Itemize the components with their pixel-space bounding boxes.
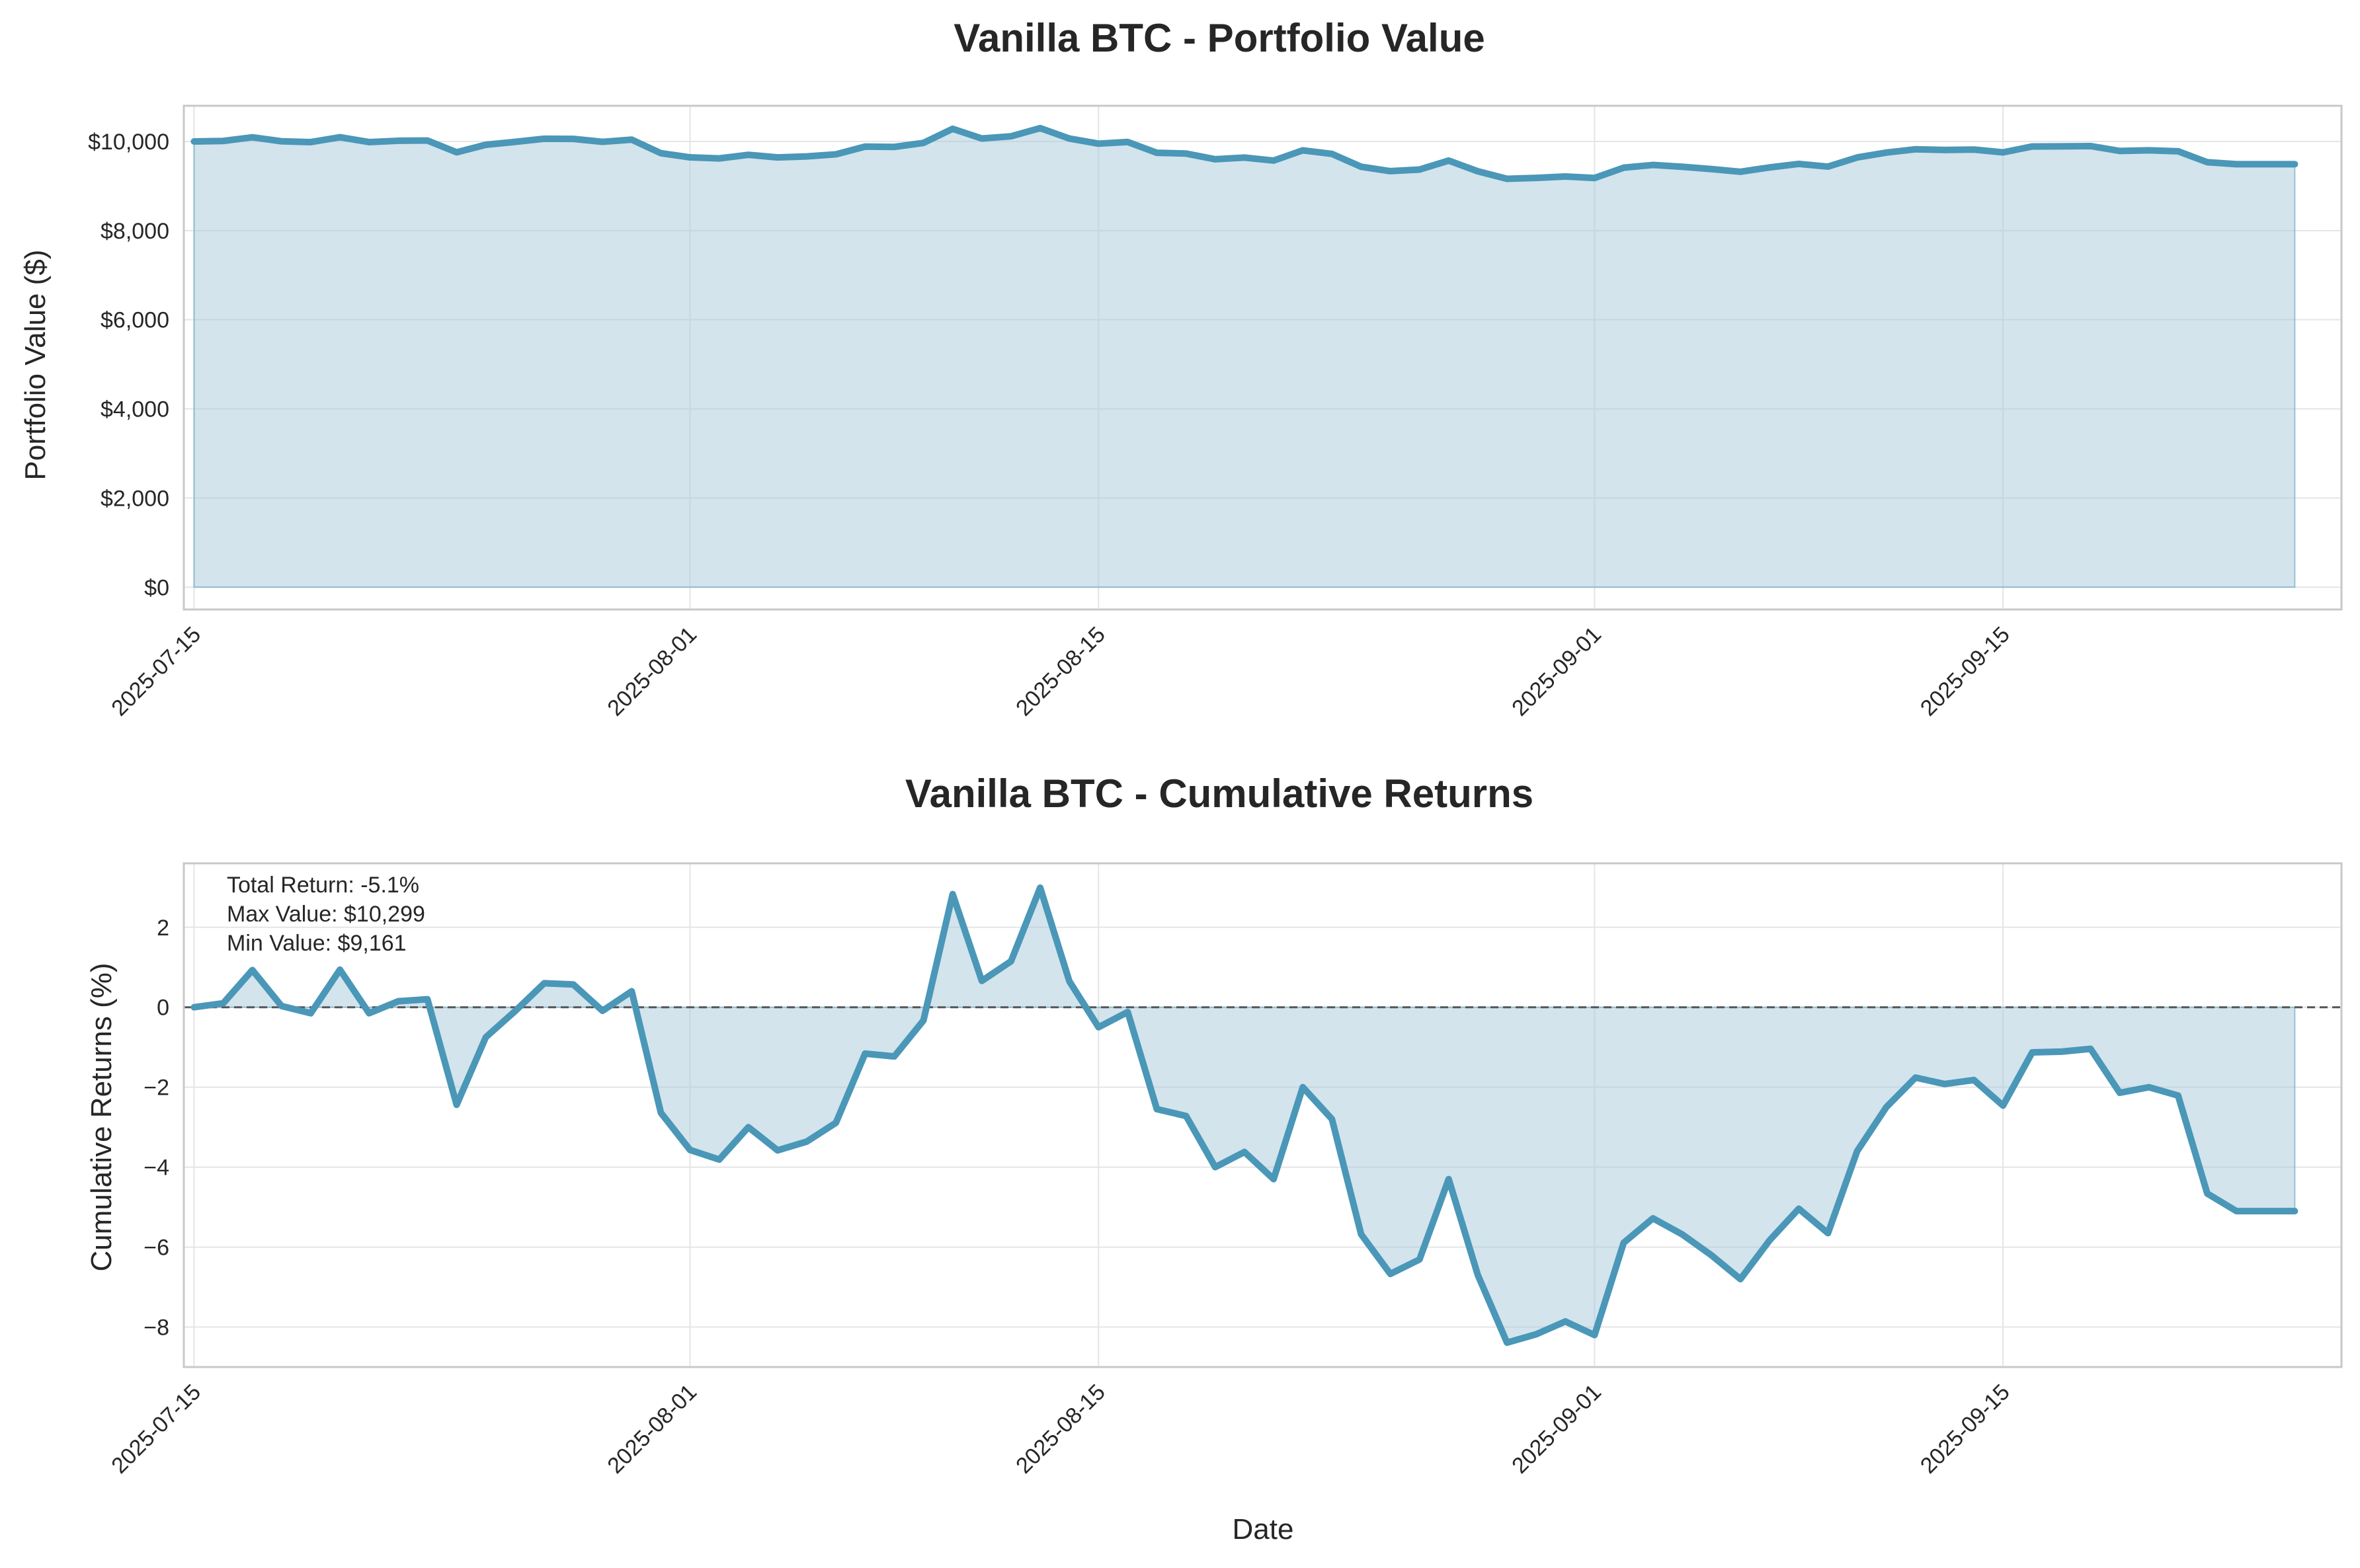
y-tick-label: $10,000 [88, 130, 169, 155]
y-tick-label: −8 [143, 1315, 169, 1341]
chart-1-series-line [190, 124, 2299, 182]
y-tick-label: −6 [143, 1235, 169, 1261]
y-tick-label: −2 [143, 1076, 169, 1101]
y-tick-label: $0 [144, 575, 169, 600]
chart-2-frame [183, 862, 2343, 1368]
chart-1-title: Vanilla BTC - Portfolio Value [954, 16, 1485, 60]
chart-1-frame [183, 104, 2343, 611]
stats-annotation: Min Value: $9,161 [227, 931, 407, 956]
y-tick-label: −4 [143, 1156, 169, 1181]
y-tick-label: $4,000 [101, 397, 169, 422]
chart-2-title: Vanilla BTC - Cumulative Returns [905, 771, 1533, 816]
y-tick-label: $8,000 [101, 219, 169, 244]
chart-2-y-axis-label: Cumulative Returns (%) [85, 962, 118, 1271]
y-tick-label: 0 [157, 996, 169, 1021]
chart-1-area-fill [193, 127, 2296, 588]
y-tick-label: $6,000 [101, 308, 169, 333]
y-tick-label: $2,000 [101, 486, 169, 511]
stats-annotation: Total Return: -5.1% [227, 873, 419, 898]
chart-1-y-axis-label: Portfolio Value ($) [19, 250, 52, 481]
chart-2-x-axis-label: Date [1233, 1513, 1294, 1546]
stats-annotation: Max Value: $10,299 [227, 902, 425, 927]
y-tick-label: 2 [157, 916, 169, 941]
chart-2-series-line [190, 884, 2299, 1347]
